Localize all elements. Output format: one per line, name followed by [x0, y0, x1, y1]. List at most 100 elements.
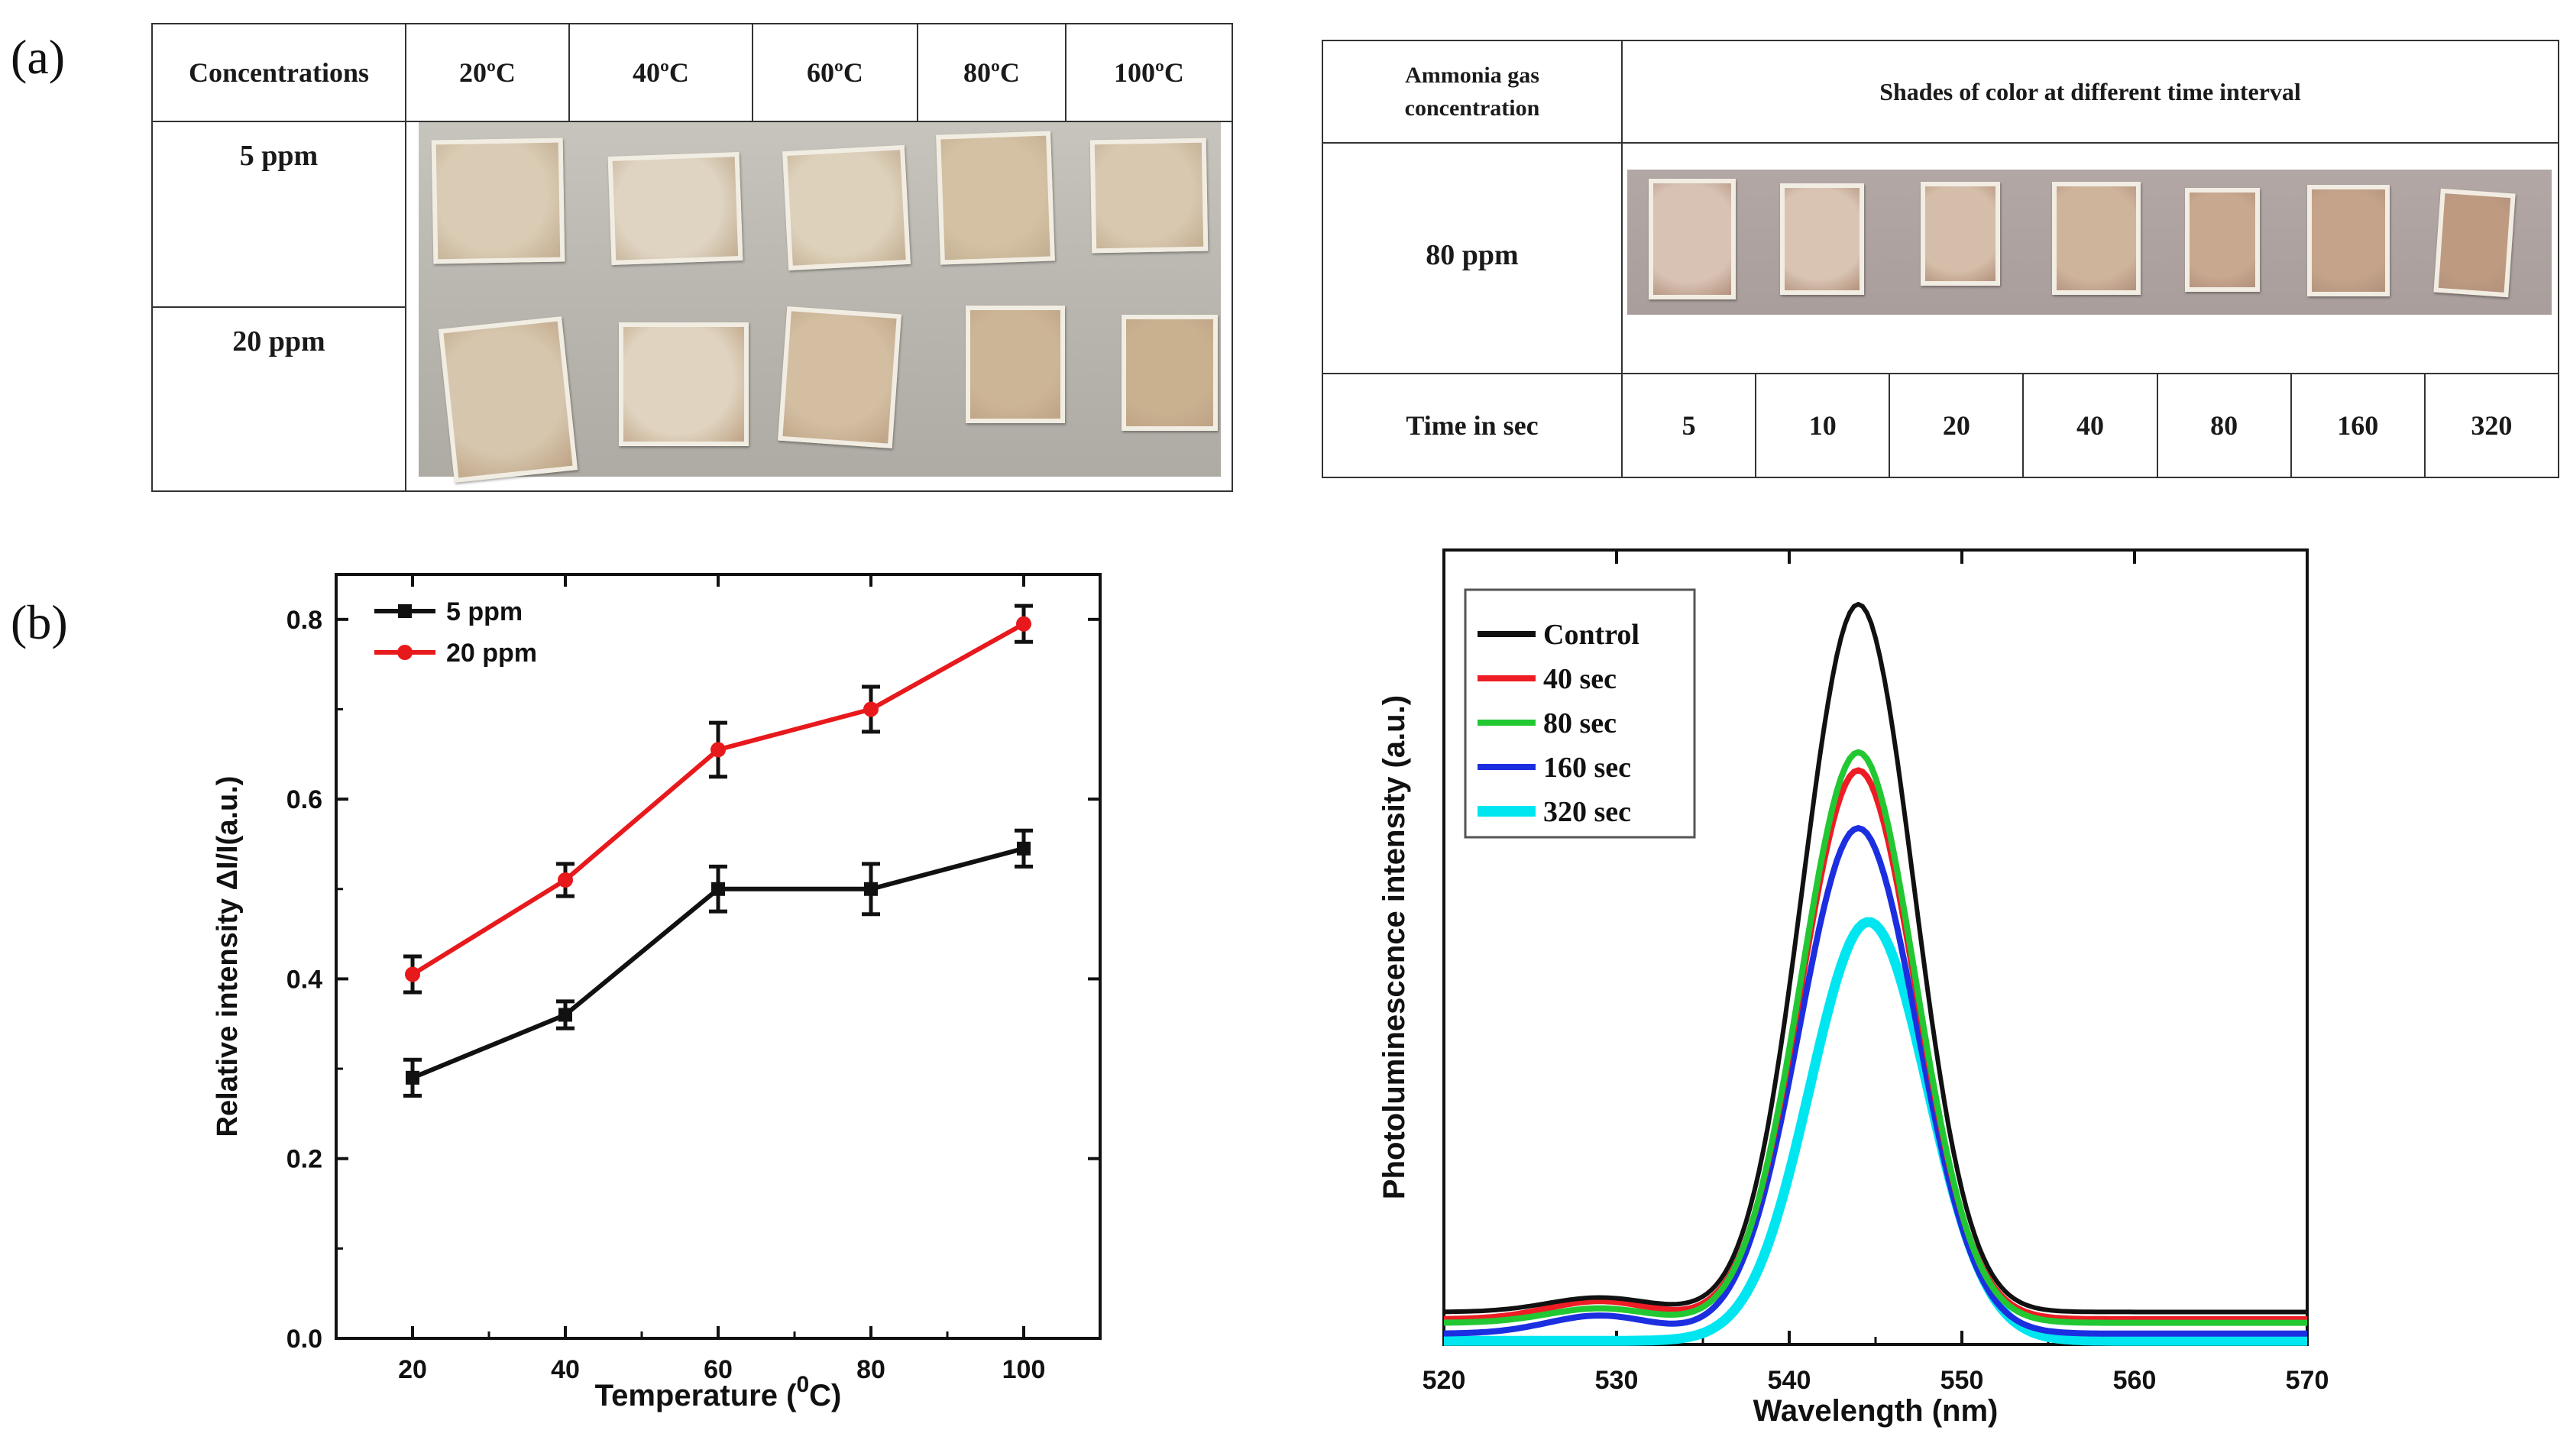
chart1-x-tick-label: 40	[551, 1355, 580, 1384]
time-photo-cell	[1621, 142, 2559, 374]
chart1-legend-label-20-ppm: 20 ppm	[446, 639, 537, 668]
header-100c: 100ºC	[1065, 23, 1233, 122]
chart2-curve-80-sec	[1444, 749, 2307, 1326]
time-320: 320	[2423, 373, 2560, 478]
swatch-5ppm-100c	[1089, 138, 1209, 254]
swatch-10s	[1780, 183, 1864, 295]
chart1-point-20-ppm	[405, 966, 420, 982]
chart1-legend-marker-20-ppm	[397, 645, 413, 660]
header-60c: 60ºC	[752, 23, 918, 122]
chart1-y-tick-label: 0.4	[286, 965, 322, 994]
chart2-x-tick-label: 560	[2113, 1366, 2157, 1395]
time-table: Ammonia gas concentration Shades of colo…	[1322, 40, 2560, 478]
panel-label-b: (b)	[11, 595, 68, 649]
temperature-strip-photo	[419, 122, 1221, 483]
header-shades: Shades of color at different time interv…	[1621, 40, 2559, 144]
header-concentrations: Concentrations	[151, 23, 406, 122]
chart1-x-tick-label: 60	[704, 1355, 733, 1384]
chart2-curve-320-sec	[1443, 917, 2308, 1346]
swatch-20ppm-60c	[778, 306, 901, 449]
swatch-20ppm-100c	[1122, 315, 1218, 431]
time-80: 80	[2156, 373, 2292, 478]
time-strip-photo	[1627, 170, 2552, 315]
chart1-y-tick-label: 0.2	[286, 1145, 322, 1174]
swatch-40s	[2052, 182, 2141, 295]
chart2-legend-label-320-sec: 320 sec	[1543, 796, 1631, 828]
chart2-curve-Control	[1444, 601, 2307, 1315]
swatch-5ppm-60c	[782, 144, 911, 271]
chart2-x-tick-label: 530	[1595, 1366, 1639, 1395]
swatch-20ppm-40c	[619, 322, 749, 446]
swatch-5ppm-20c	[431, 138, 565, 264]
chart2-x-tick-label: 540	[1768, 1366, 1811, 1395]
time-5: 5	[1620, 373, 1757, 478]
chart2-x-tick-label: 570	[2286, 1366, 2329, 1395]
header-ammonia-line1: Ammonia gas	[1405, 62, 1539, 88]
chart1-y-tick-label: 0.8	[286, 606, 322, 635]
chart1-point-5-ppm	[406, 1070, 419, 1085]
chart1-xlabel-text: Temperature (	[595, 1379, 797, 1412]
row-label-time: Time in sec	[1322, 373, 1623, 478]
chart1-y-axis-label: Relative intensity ΔI/I(a.u.)	[212, 776, 244, 1137]
time-40: 40	[2022, 373, 2158, 478]
header-80c: 80ºC	[917, 23, 1067, 122]
chart1-x-axis-label: Temperature (0C)	[595, 1372, 842, 1412]
swatch-20ppm-20c	[438, 316, 578, 483]
chart2-x-axis-label: Wavelength (nm)	[1753, 1394, 1999, 1428]
chart1-point-20-ppm	[710, 742, 726, 758]
chart1-ylabel-text: Relative intensity ΔI/I(a.u.)	[212, 776, 244, 1137]
chart2-x-tick-label: 520	[1423, 1366, 1466, 1395]
swatch-320s	[2433, 188, 2516, 298]
chart1-point-5-ppm	[711, 882, 725, 896]
temperature-table: Concentrations 20ºC 40ºC 60ºC 80ºC 100ºC…	[151, 23, 1233, 492]
swatch-5s	[1649, 179, 1736, 299]
header-20c: 20ºC	[405, 23, 570, 122]
chart1-legend-label-5-ppm: 5 ppm	[446, 597, 523, 626]
swatch-5ppm-80c	[936, 131, 1055, 265]
swatch-20s	[1921, 182, 2000, 286]
row-label-20ppm: 20 ppm	[151, 306, 406, 492]
chart2-ylabel-text: Photoluminescence intensity (a.u.)	[1377, 695, 1411, 1199]
chart2-legend-label-40-sec: 40 sec	[1543, 663, 1617, 695]
header-ammonia-line2: concentration	[1404, 95, 1540, 121]
chart1-xlabel-unit: C)	[809, 1379, 841, 1412]
chart1-legend: 5 ppm 20 ppm	[374, 597, 537, 668]
chart1-line-20-ppm	[411, 622, 1025, 977]
header-40c: 40ºC	[568, 23, 753, 122]
chart1-xlabel-sup: 0	[796, 1372, 809, 1397]
relative-intensity-chart: 20 40 60 80 100 0.0 0.2 0.4 0.6 0.8 Relative inte…	[212, 573, 1102, 1412]
chart2-curve-160-sec	[1443, 825, 2307, 1337]
chart1-point-20-ppm	[863, 701, 879, 717]
chart2-legend: Control 40 sec 80 sec 160 sec 320 sec	[1464, 588, 1696, 839]
time-20: 20	[1889, 373, 2025, 478]
row-label-5ppm: 5 ppm	[151, 121, 406, 308]
chart1-point-20-ppm	[1016, 616, 1031, 632]
chart2-x-tick-label: 550	[1940, 1366, 1984, 1395]
swatch-80s	[2185, 188, 2260, 292]
swatch-160s	[2307, 185, 2390, 296]
chart1-x-tick-label: 80	[856, 1355, 885, 1384]
time-160: 160	[2290, 373, 2426, 478]
chart2-y-axis-label: Photoluminescence intensity (a.u.)	[1377, 695, 1411, 1199]
temperature-photo-cell	[405, 121, 1233, 492]
row-label-80ppm: 80 ppm	[1322, 142, 1623, 374]
chart2-curve-40-sec	[1444, 767, 2307, 1322]
photoluminescence-chart: 520 530 540 550 560 570 Photoluminescence int…	[1377, 548, 2329, 1428]
chart1-point-5-ppm	[558, 1008, 572, 1022]
chart2-xlabel-text: Wavelength (nm)	[1753, 1394, 1999, 1428]
chart1-plot-frame	[335, 573, 1102, 1340]
chart1-y-tick-label: 0.6	[286, 785, 322, 814]
chart1-x-tick-label: 20	[398, 1355, 427, 1384]
panel-label-a: (a)	[11, 30, 66, 84]
time-10: 10	[1755, 373, 1891, 478]
chart2-legend-label-160-sec: 160 sec	[1543, 752, 1631, 784]
header-ammonia: Ammonia gas concentration	[1322, 40, 1623, 144]
chart1-y-tick-label: 0.0	[286, 1325, 322, 1354]
chart1-point-5-ppm	[1017, 841, 1031, 856]
chart1-point-5-ppm	[864, 882, 878, 896]
chart2-legend-label-80-sec: 80 sec	[1543, 707, 1617, 739]
chart1-x-tick-label: 100	[1002, 1355, 1046, 1384]
chart1-point-20-ppm	[558, 872, 573, 888]
chart1-legend-marker-5-ppm	[398, 604, 412, 618]
swatch-5ppm-40c	[607, 152, 743, 265]
